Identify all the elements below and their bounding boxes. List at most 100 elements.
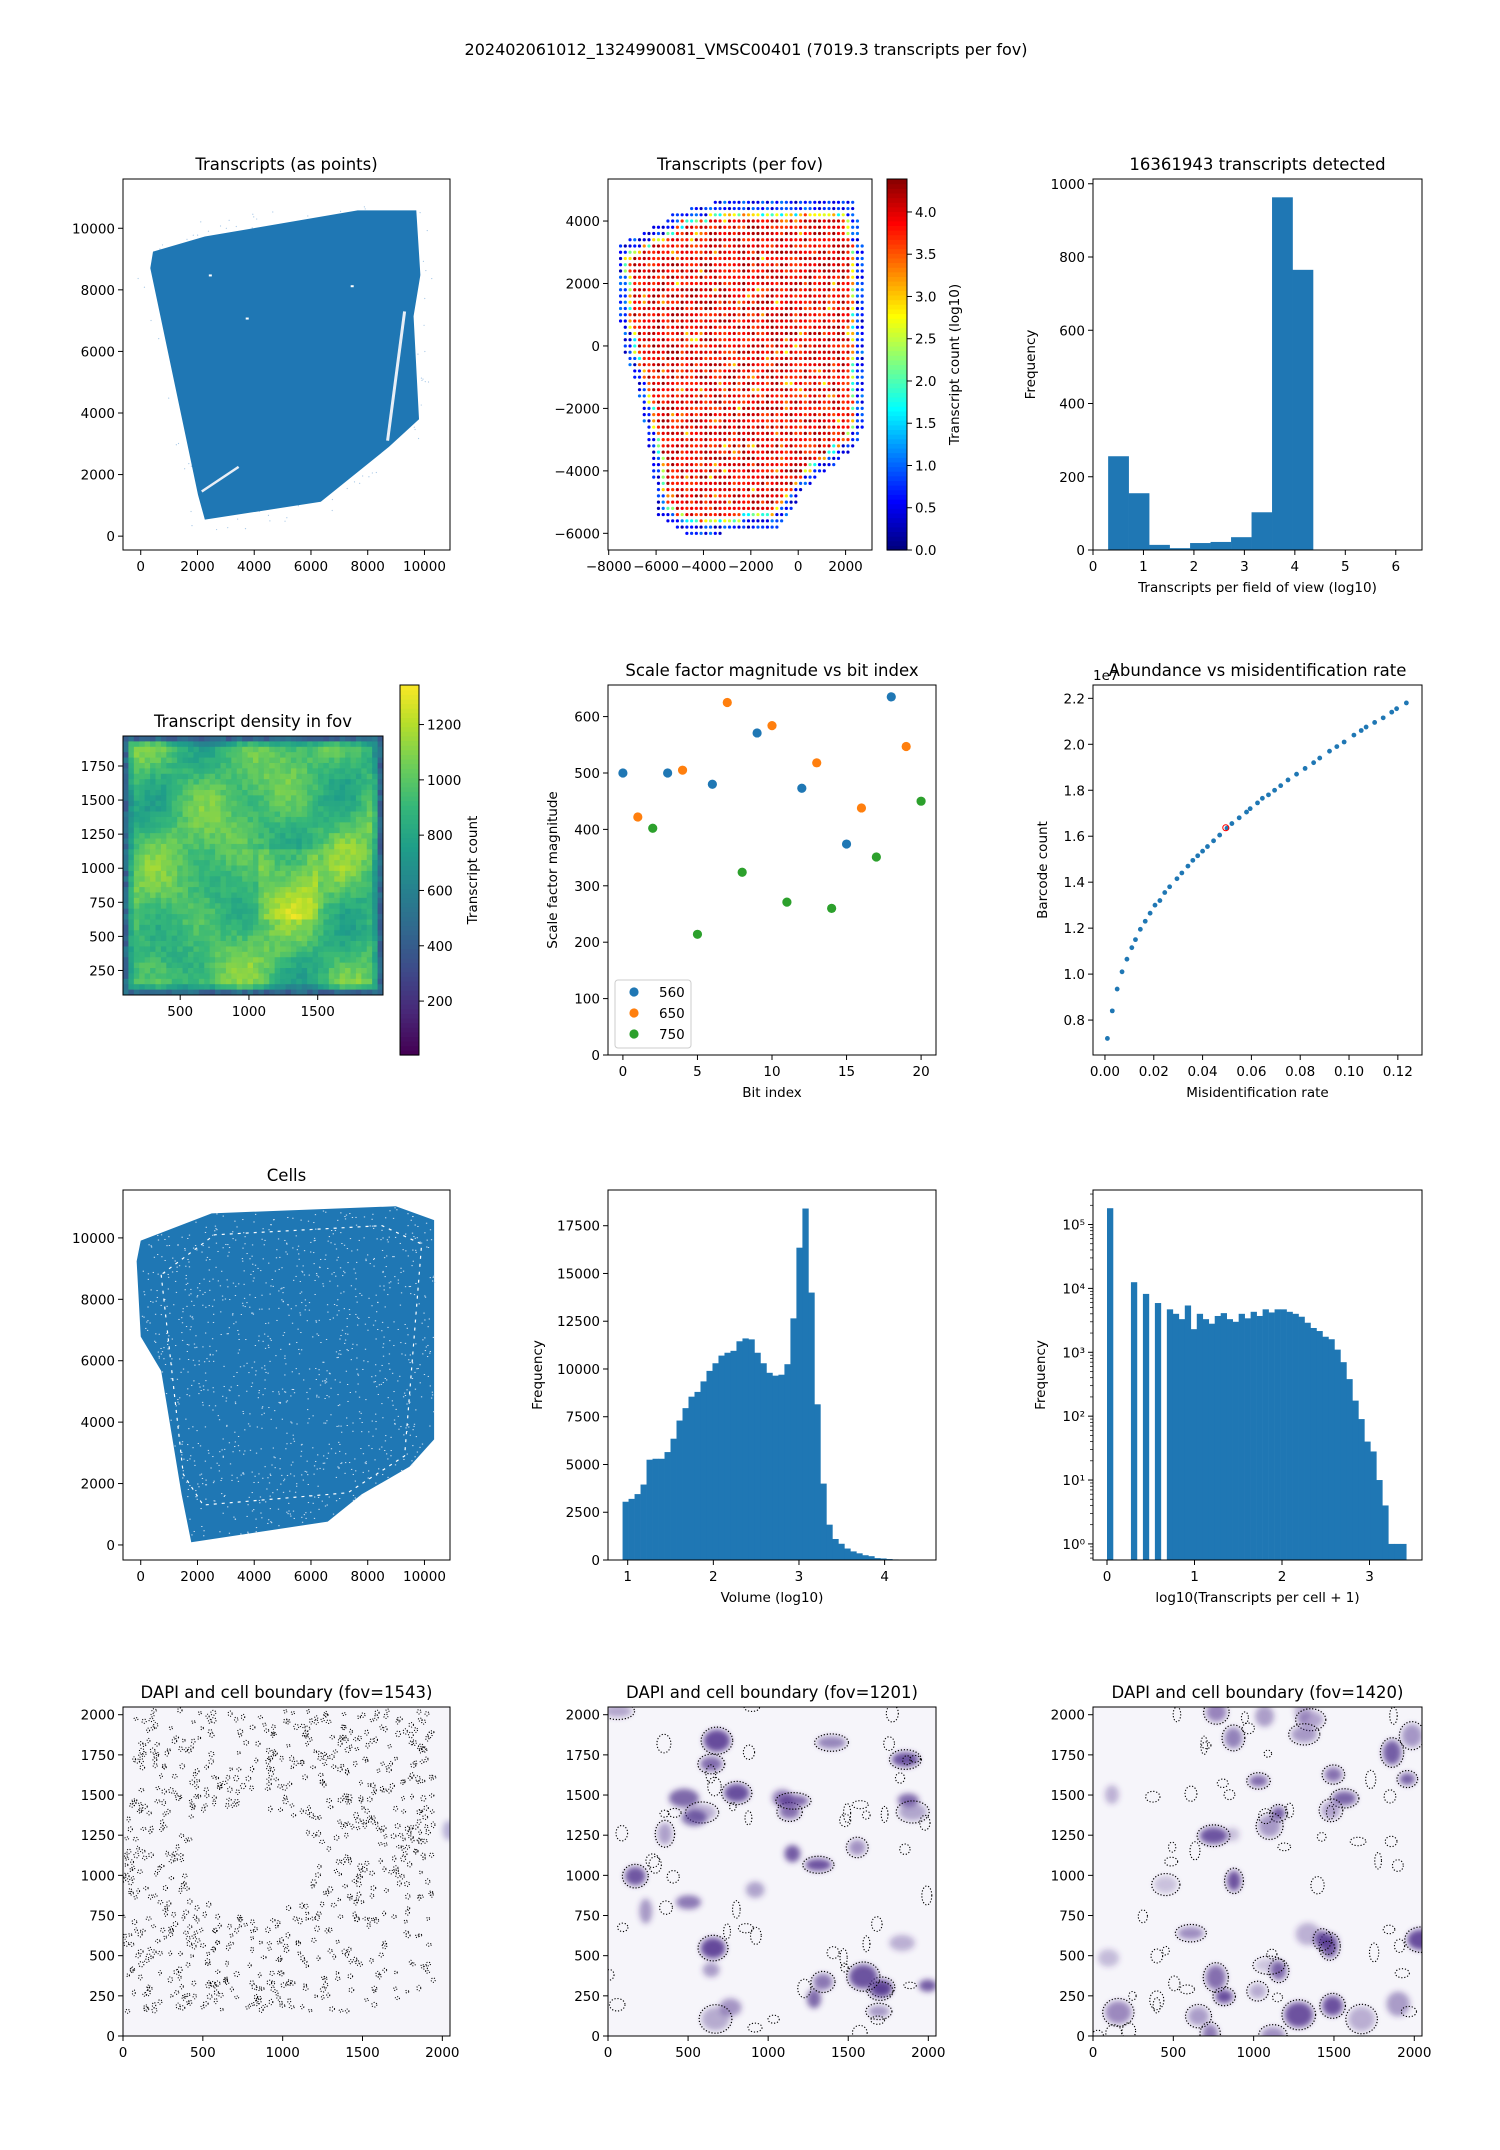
fov-point — [694, 475, 698, 479]
heatmap-cell — [193, 865, 200, 872]
heatmap-cell — [253, 860, 259, 866]
heatmap-cell — [198, 768, 205, 775]
fov-point — [661, 281, 665, 286]
fov-point — [780, 213, 784, 217]
heatmap-cell — [345, 941, 351, 947]
heatmap-cell — [258, 924, 265, 931]
fov-point — [789, 469, 793, 473]
heatmap-cell — [258, 989, 265, 995]
fov-point — [780, 400, 784, 404]
fov-point — [855, 288, 860, 292]
heatmap-cell — [350, 892, 357, 899]
heatmap-cell — [296, 870, 303, 877]
heatmap-cell — [345, 822, 351, 829]
heatmap-cell — [247, 860, 254, 866]
heatmap-cell — [361, 762, 368, 769]
heatmap-cell — [339, 908, 346, 915]
heatmap-cell — [350, 865, 357, 872]
heatmap-cell — [285, 968, 292, 974]
fov-point — [737, 456, 741, 460]
heatmap-cell — [290, 908, 297, 915]
fov-point — [827, 338, 831, 342]
fov-point — [813, 406, 817, 411]
fov-point — [723, 344, 727, 348]
fov-point — [699, 325, 703, 329]
fov-point — [827, 313, 831, 317]
fov-point — [708, 306, 713, 311]
fov-point — [699, 356, 703, 361]
fov-point — [680, 450, 684, 454]
fov-point — [855, 319, 860, 323]
fov-point — [690, 494, 694, 498]
heatmap-cell — [123, 876, 129, 883]
colorbar-segment — [887, 299, 907, 305]
heatmap-cell — [377, 897, 383, 904]
fov-point — [680, 331, 684, 336]
fov-point — [628, 269, 632, 273]
transcript-point — [200, 221, 202, 223]
fov-point — [713, 325, 717, 329]
fov-point — [841, 388, 845, 392]
fov-point — [732, 306, 736, 311]
fov-point — [713, 219, 717, 223]
heatmap-cell — [144, 892, 151, 899]
heatmap-cell — [220, 800, 227, 807]
heatmap-cell — [236, 833, 243, 839]
heatmap-cell — [139, 827, 146, 834]
heatmap-cell — [301, 773, 308, 780]
fov-point — [723, 375, 727, 379]
fov-point — [727, 256, 732, 261]
fov-point — [656, 388, 661, 392]
fov-point — [708, 256, 713, 261]
fov-point — [671, 219, 675, 223]
heatmap-cell — [215, 897, 221, 904]
heatmap-cell — [150, 838, 156, 845]
heatmap-cell — [155, 941, 162, 947]
heatmap-cell — [242, 833, 248, 839]
heatmap-cell — [128, 946, 135, 953]
fov-point — [746, 394, 751, 398]
fov-point — [855, 350, 860, 354]
colorbar-segment — [400, 888, 419, 894]
heatmap-cell — [123, 951, 129, 958]
heatmap-cell — [339, 849, 346, 856]
heatmap-cell — [242, 811, 248, 818]
fov-point — [832, 400, 836, 404]
fov-point — [832, 288, 836, 292]
heatmap-cell — [263, 784, 270, 791]
heatmap-cell — [355, 746, 362, 753]
heatmap-cell — [225, 881, 232, 888]
heatmap-cell — [350, 736, 357, 742]
colorbar-segment — [887, 401, 907, 407]
fov-point — [652, 438, 656, 442]
fov-point — [723, 494, 727, 498]
heatmap-cell — [361, 984, 368, 991]
heatmap-cell — [171, 892, 178, 899]
fov-point — [671, 250, 675, 254]
heatmap-cell — [155, 741, 162, 748]
fov-point — [713, 225, 717, 229]
heatmap-cell — [377, 833, 383, 839]
fov-point — [727, 419, 732, 423]
heatmap-cell — [177, 752, 183, 758]
fov-point — [680, 469, 684, 473]
heatmap-cell — [296, 806, 303, 812]
fov-point — [718, 381, 722, 386]
fov-point — [718, 481, 722, 485]
heatmap-cell — [204, 978, 211, 985]
fov-point — [803, 281, 807, 286]
heatmap-cell — [323, 865, 330, 872]
fov-point — [618, 269, 623, 273]
fov-point — [718, 338, 722, 342]
fov-point — [803, 363, 807, 367]
fov-point — [832, 394, 836, 398]
fov-point — [851, 263, 855, 267]
heatmap-cell — [171, 773, 178, 780]
fov-point — [761, 525, 765, 529]
heatmap-cell — [171, 968, 178, 974]
heatmap-cell — [377, 843, 383, 850]
fov-point — [675, 350, 680, 354]
fov-point — [713, 488, 717, 492]
heatmap-cell — [312, 941, 319, 947]
